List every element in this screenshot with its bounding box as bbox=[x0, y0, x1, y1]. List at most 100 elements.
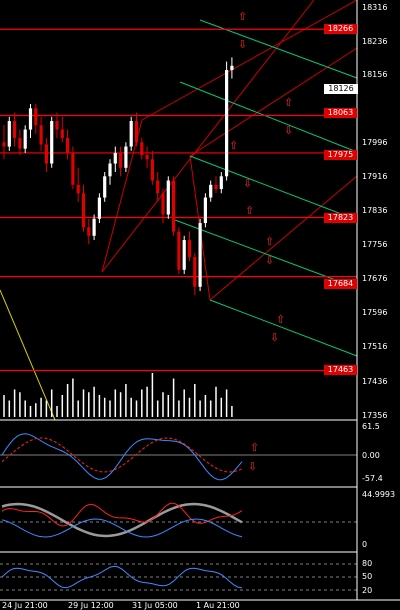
price-tick: 17356 bbox=[362, 411, 388, 420]
channel-line bbox=[101, 119, 143, 273]
candle-body bbox=[18, 138, 22, 149]
candle-body bbox=[87, 227, 91, 236]
candle-body bbox=[113, 152, 117, 164]
arrow-down-icon: ⇩ bbox=[284, 124, 294, 137]
osc1-tick: 61.5 bbox=[362, 422, 380, 431]
candle-body bbox=[28, 108, 33, 130]
price-tick: 17996 bbox=[362, 138, 388, 147]
candle-body bbox=[166, 180, 170, 215]
level-tag: 17823 bbox=[324, 213, 357, 223]
candle-body bbox=[76, 184, 80, 194]
candle-body bbox=[103, 176, 107, 198]
fork-line bbox=[179, 81, 358, 153]
candle-body bbox=[7, 121, 11, 147]
osc2-tick: 0 bbox=[362, 540, 368, 549]
candle-body bbox=[203, 197, 207, 224]
current-price-tag: 18126 bbox=[324, 84, 358, 94]
candle-body bbox=[60, 129, 64, 139]
channel-line bbox=[101, 0, 315, 273]
candle-body bbox=[44, 144, 48, 164]
fork-line bbox=[209, 299, 358, 357]
candle-body bbox=[214, 184, 218, 190]
candle-body bbox=[150, 159, 154, 181]
arrow-up-icon: ⇧ bbox=[284, 96, 294, 109]
horizontal-levels bbox=[0, 28, 357, 372]
level-tag: 17684 bbox=[324, 279, 357, 289]
candle-body bbox=[129, 121, 133, 147]
candle-body bbox=[156, 180, 160, 194]
osc2-gray-line bbox=[1, 502, 243, 538]
channel-line bbox=[189, 47, 358, 157]
candle-body bbox=[108, 163, 112, 177]
level-tag: 17975 bbox=[324, 150, 357, 160]
candle-body bbox=[119, 152, 123, 168]
price-tick: 17916 bbox=[362, 172, 388, 181]
arrow-up-icon: ⇧ bbox=[250, 441, 260, 454]
arrow-down-icon: ⇩ bbox=[238, 38, 248, 51]
osc2-red-line bbox=[1, 502, 243, 527]
arrow-up-icon: ⇧ bbox=[229, 139, 239, 152]
candle-body bbox=[23, 129, 27, 149]
candles bbox=[2, 57, 234, 296]
arrow-up-icon: ⇧ bbox=[276, 313, 286, 326]
candle-body bbox=[55, 121, 59, 130]
candle-body bbox=[145, 155, 149, 160]
candle-body bbox=[34, 108, 38, 126]
price-tick: 17436 bbox=[362, 377, 388, 386]
price-tick: 18236 bbox=[362, 37, 388, 46]
candle-body bbox=[124, 146, 128, 168]
candle-body bbox=[198, 223, 202, 287]
price-tick: 17596 bbox=[362, 308, 388, 317]
price-tick: 17836 bbox=[362, 206, 388, 215]
trend-line bbox=[0, 289, 56, 421]
channel-line bbox=[209, 175, 358, 301]
candle-body bbox=[81, 193, 86, 228]
arrow-down-icon: ⇩ bbox=[270, 331, 280, 344]
candle-body bbox=[97, 197, 101, 219]
osc1-main-line bbox=[1, 433, 243, 481]
arrow-down-icon: ⇩ bbox=[243, 177, 253, 190]
candle-body bbox=[230, 65, 234, 71]
candle-body bbox=[193, 257, 197, 287]
candle-body bbox=[225, 70, 229, 177]
arrow-up-icon: ⇧ bbox=[245, 204, 255, 217]
osc1-tick: 0.00 bbox=[362, 451, 380, 460]
volume-bars bbox=[3, 373, 233, 417]
level-tag: 18266 bbox=[324, 24, 357, 34]
osc3-line bbox=[1, 565, 243, 589]
price-tick: 17756 bbox=[362, 240, 388, 249]
time-label: 29 Ju 12:00 bbox=[68, 601, 114, 610]
candle-body bbox=[209, 184, 213, 198]
osc3-tick: 20 bbox=[362, 586, 373, 595]
candle-body bbox=[71, 152, 75, 185]
candle-body bbox=[161, 193, 165, 215]
candle-body bbox=[13, 121, 17, 139]
oscillators bbox=[0, 433, 357, 591]
candle-body bbox=[219, 176, 223, 190]
osc3-tick: 80 bbox=[362, 559, 373, 568]
time-label: 1 Au 21:00 bbox=[196, 601, 240, 610]
candle-body bbox=[177, 231, 181, 270]
level-tag: 18063 bbox=[324, 108, 357, 118]
candle-body bbox=[2, 142, 6, 147]
candle-body bbox=[172, 180, 176, 232]
osc2-blue-line bbox=[1, 518, 243, 538]
candle-body bbox=[134, 121, 139, 143]
price-tick: 18156 bbox=[362, 70, 388, 79]
osc1-signal-line bbox=[1, 437, 243, 473]
price-tick: 17516 bbox=[362, 342, 388, 351]
candle-body bbox=[92, 218, 96, 236]
candle-body bbox=[66, 138, 70, 153]
osc3-tick: 50 bbox=[362, 572, 373, 581]
candle-body bbox=[140, 142, 144, 156]
candle-body bbox=[50, 121, 54, 164]
candle-body bbox=[187, 240, 192, 258]
level-tag: 17463 bbox=[324, 365, 357, 375]
price-tick: 18316 bbox=[362, 3, 388, 12]
time-label: 24 Ju 21:00 bbox=[2, 601, 48, 610]
arrow-up-icon: ⇧ bbox=[238, 10, 248, 23]
osc1-tick: -57.4 bbox=[362, 474, 383, 483]
